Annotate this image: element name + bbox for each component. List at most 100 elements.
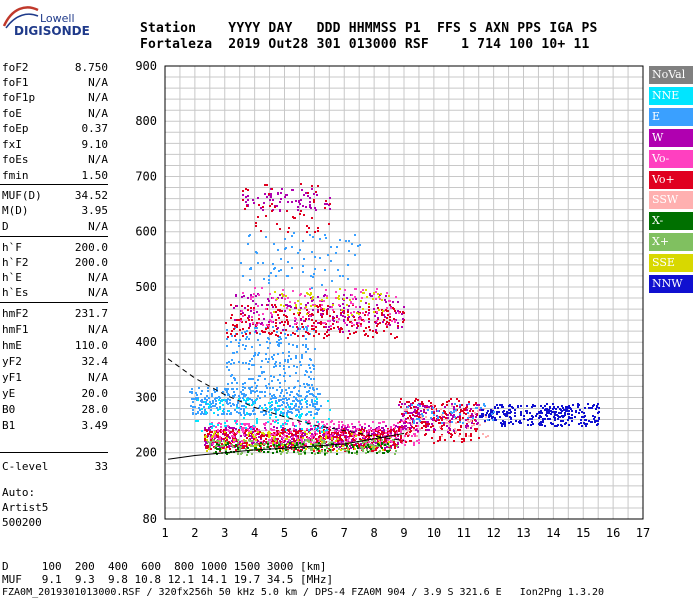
echo-point-nnw [597, 423, 599, 425]
echo-point-vo- [293, 438, 295, 440]
echo-point-e [273, 354, 275, 356]
echo-point-w [373, 308, 375, 310]
echo-point-e [256, 327, 258, 329]
echo-point-x- [303, 441, 305, 443]
echo-point-e [288, 351, 290, 353]
echo-point-e [312, 387, 314, 389]
echo-point-vo- [311, 217, 313, 219]
echo-point-e [277, 353, 279, 355]
echo-point-e [241, 405, 243, 407]
echo-point-w [344, 316, 346, 318]
echo-point-w [452, 416, 454, 418]
echo-point-w [247, 199, 249, 201]
echo-point-e [312, 405, 314, 407]
echo-point-vo- [236, 324, 238, 326]
echo-point-e [226, 391, 228, 393]
echo-point-vo- [353, 324, 355, 326]
echo-point-e [263, 278, 265, 280]
param-value-fof2: 8.750 [74, 61, 108, 74]
echo-point-sse [311, 298, 313, 300]
echo-point-nne [219, 402, 221, 404]
x-tick-label: 4 [251, 526, 258, 540]
echo-point-vo- [251, 316, 253, 318]
echo-point-vo- [387, 429, 389, 431]
echo-point-e [297, 380, 299, 382]
echo-point-nne [218, 399, 220, 401]
echo-point-e [301, 406, 303, 408]
echo-point-e [432, 407, 434, 409]
echo-point-vo- [354, 319, 356, 321]
echo-point-nnw [598, 418, 600, 420]
echo-point-vo- [233, 441, 235, 443]
echo-point-vo- [338, 304, 340, 306]
echo-point-nne [222, 410, 224, 412]
echo-point-e [271, 356, 273, 358]
echo-point-vo- [355, 331, 357, 333]
echo-point-vo- [364, 314, 366, 316]
legend-item-ssw: SSW [649, 191, 693, 210]
echo-point-nnw [539, 415, 541, 417]
echo-point-vo- [432, 425, 434, 427]
echo-point-nnw [562, 420, 564, 422]
echo-point-e [290, 411, 292, 413]
echo-point-vo- [318, 436, 320, 438]
echo-point-w [229, 437, 231, 439]
echo-point-x- [237, 448, 239, 450]
echo-point-e [273, 394, 275, 396]
echo-point-vo- [311, 319, 313, 321]
echo-point-nnw [531, 415, 533, 417]
echo-point-vo- [406, 401, 408, 403]
echo-point-w [297, 206, 299, 208]
echo-point-vo- [226, 439, 228, 441]
echo-point-nne [277, 419, 279, 421]
echo-point-e [258, 407, 260, 409]
echo-point-sse [378, 309, 380, 311]
echo-point-vo- [415, 412, 417, 414]
echo-point-x- [324, 451, 326, 453]
echo-point-nne [298, 416, 300, 418]
echo-point-e [249, 279, 251, 281]
echo-point-w [375, 442, 377, 444]
echo-point-nnw [542, 418, 544, 420]
echo-point-e [264, 378, 266, 380]
echo-point-w [289, 428, 291, 430]
echo-point-x- [220, 445, 222, 447]
echo-point-x- [281, 443, 283, 445]
echo-point-e [291, 235, 293, 237]
echo-point-vo- [298, 314, 300, 316]
echo-point-w [356, 322, 358, 324]
echo-point-vo- [453, 440, 455, 442]
echo-point-sse [252, 434, 254, 436]
echo-point-vo- [253, 438, 255, 440]
echo-point-x- [241, 452, 243, 454]
echo-point-x- [311, 447, 313, 449]
echo-point-e [295, 372, 297, 374]
echo-point-vo- [433, 431, 435, 433]
echo-point-vo- [332, 309, 334, 311]
echo-point-x- [292, 448, 294, 450]
echo-point-vo- [415, 398, 417, 400]
echo-point-vo- [275, 319, 277, 321]
echo-point-x- [331, 441, 333, 443]
echo-point-vo- [313, 201, 315, 203]
echo-point-nne [305, 421, 307, 423]
echo-point-vo- [365, 311, 367, 313]
echo-point-sse [346, 304, 348, 306]
echo-point-x- [237, 439, 239, 441]
param-value-h-e: N/A [88, 271, 108, 284]
echo-point-e [209, 401, 211, 403]
echo-point-nne [326, 429, 328, 431]
echo-point-vo- [350, 301, 352, 303]
echo-point-e [278, 345, 280, 347]
echo-point-e [345, 240, 347, 242]
echo-point-vo- [220, 426, 222, 428]
echo-point-w [311, 300, 313, 302]
echo-point-e [215, 403, 217, 405]
echo-point-vo- [235, 449, 237, 451]
y-tick-label: 500 [135, 280, 157, 294]
echo-point-vo- [375, 449, 377, 451]
echo-point-sse [274, 291, 276, 293]
echo-point-vo- [322, 421, 324, 423]
echo-point-x- [219, 448, 221, 450]
echo-point-e [288, 366, 290, 368]
